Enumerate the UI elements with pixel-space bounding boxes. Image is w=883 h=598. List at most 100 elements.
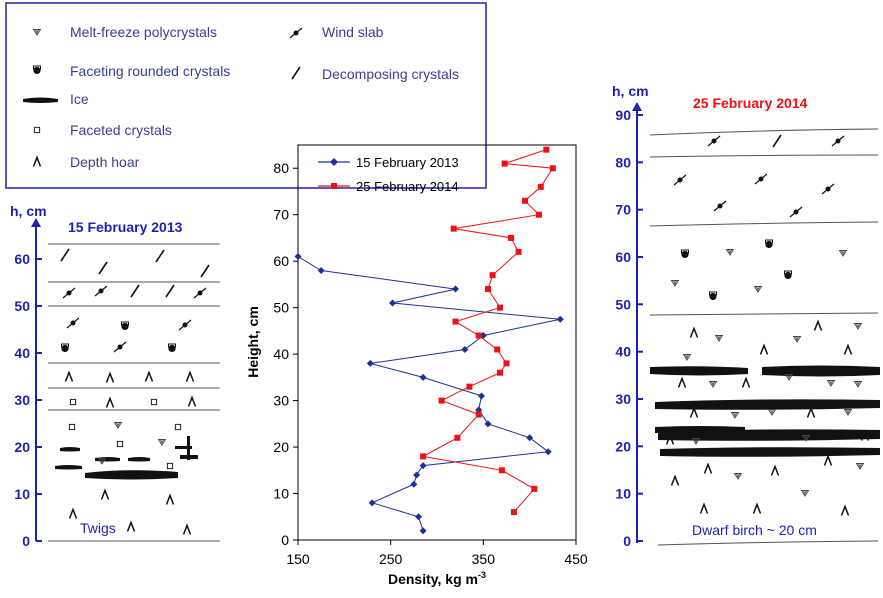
legend-label-depth-hoar: Depth hoar [70, 154, 140, 170]
left-tick-label: 20 [14, 439, 30, 455]
data-point-2014 [475, 411, 482, 418]
chart-y-tick-label: 60 [273, 253, 289, 269]
legend: Melt-freeze polycrystals Faceting rounde… [5, 2, 487, 189]
legend-label-melt-freeze: Melt-freeze polycrystals [70, 24, 217, 40]
data-point-2013 [556, 315, 564, 323]
left-bottom-note: Twigs [80, 520, 116, 536]
left-axis-label: h, cm [10, 203, 47, 219]
data-point-2013 [526, 434, 534, 442]
data-point-2014 [452, 318, 459, 325]
right-profile-title: 25 February 2014 [693, 95, 808, 111]
legend-marker-2014-icon [331, 183, 337, 189]
data-point-2014 [531, 485, 538, 492]
data-point-2014 [508, 234, 515, 241]
series-line-2014 [421, 149, 554, 513]
faceted-icon [33, 126, 41, 134]
right-tick-label: 0 [623, 533, 631, 549]
right-tick-label: 60 [615, 249, 631, 265]
chart-y-tick-label: 30 [273, 393, 289, 409]
right-tick-label: 70 [615, 202, 631, 218]
left-profile-title: 15 February 2013 [68, 219, 183, 235]
right-tick-label: 20 [615, 438, 631, 454]
data-point-2014 [535, 211, 542, 218]
chart-x-label: Density, kg m-3 [388, 570, 486, 587]
data-point-2013 [294, 253, 302, 261]
chart-x-tick-label: 450 [564, 551, 588, 567]
legend-label-faceting-rounded: Faceting rounded crystals [70, 63, 230, 79]
data-point-2013 [414, 513, 422, 521]
data-point-2013 [544, 448, 552, 456]
chart-tick-group: 150 250 350 450 0 10 20 30 40 50 60 70 80 [273, 160, 587, 567]
data-point-2014 [498, 467, 505, 474]
right-profile: h, cm 25 February 2014 0 10 20 30 40 50 60 70 80… [612, 83, 880, 549]
chart-legend: 15 February 2013 25 February 2014 [318, 155, 459, 194]
data-point-2014 [549, 165, 556, 172]
data-point-2013 [366, 359, 374, 367]
right-axis-arrow-icon [632, 102, 642, 111]
data-point-2013 [413, 471, 421, 479]
chart-y-label: Height, cm [245, 306, 261, 378]
left-profile: h, cm 15 February 2013 0 10 20 30 40 50 60 [10, 203, 220, 549]
data-point-2014 [537, 183, 544, 190]
right-bottom-note: Dwarf birch ~ 20 cm [692, 522, 817, 538]
data-point-2014 [543, 146, 550, 153]
chart-y-tick-label: 80 [273, 160, 289, 176]
data-point-2014 [510, 509, 517, 516]
left-tick-label: 50 [14, 298, 30, 314]
chart-y-tick-label: 20 [273, 439, 289, 455]
chart-x-label-sup: -3 [478, 570, 486, 580]
right-layer-lines [649, 128, 879, 546]
right-tick-label: 90 [615, 107, 631, 123]
right-tick-label: 30 [615, 391, 631, 407]
right-axis-label: h, cm [612, 83, 649, 99]
left-ice-lenses [55, 436, 198, 480]
chart-y-tick-label: 0 [281, 532, 289, 548]
right-tick-label: 50 [615, 296, 631, 312]
chart-x-tick-label: 250 [379, 551, 403, 567]
chart-plot-frame [297, 144, 577, 541]
chart-y-tick-label: 70 [273, 207, 289, 223]
chart-x-label-main: Density, kg m [388, 571, 478, 587]
series-line-2013 [297, 256, 561, 531]
left-tick-label: 30 [14, 392, 30, 408]
right-tick-label: 10 [615, 486, 631, 502]
data-point-2013 [317, 266, 325, 274]
data-point-2014 [489, 272, 496, 279]
data-point-2014 [497, 369, 504, 376]
right-tick-label: 80 [615, 154, 631, 170]
left-axis-arrow-icon [31, 218, 41, 227]
data-point-2013 [484, 420, 492, 428]
legend-label-ice: Ice [70, 91, 89, 107]
faceting-rounded-icon [32, 65, 42, 75]
data-point-2014 [438, 397, 445, 404]
legend-label-faceted: Faceted crystals [70, 122, 172, 138]
legend-label-decomposing: Decomposing crystals [322, 66, 459, 82]
right-tick-label: 40 [615, 344, 631, 360]
data-point-2013 [419, 373, 427, 381]
data-point-2013 [368, 499, 376, 507]
data-point-2013 [419, 527, 427, 535]
left-tick-label: 10 [14, 486, 30, 502]
data-point-2013 [461, 345, 469, 353]
data-point-2013 [410, 480, 418, 488]
chart-x-tick-label: 350 [472, 551, 496, 567]
left-layer-lines [48, 243, 220, 542]
data-point-2014 [466, 383, 473, 390]
data-point-2014 [497, 304, 504, 311]
left-tick-label: 60 [14, 251, 30, 267]
data-point-2013 [477, 392, 485, 400]
right-tick-group: 0 10 20 30 40 50 60 70 80 90 [615, 107, 643, 549]
data-point-2014 [454, 434, 461, 441]
legend-box [5, 2, 487, 189]
data-point-2013 [389, 299, 397, 307]
legend-label-wind-slab: Wind slab [322, 24, 384, 40]
data-point-2014 [450, 225, 457, 232]
data-point-2014 [501, 160, 508, 167]
data-point-2014 [475, 332, 482, 339]
left-tick-label: 40 [14, 345, 30, 361]
chart-series-group [294, 146, 564, 535]
chart-legend-label-2014: 25 February 2014 [356, 179, 459, 194]
data-point-2013 [452, 285, 460, 293]
data-point-2014 [522, 197, 529, 204]
